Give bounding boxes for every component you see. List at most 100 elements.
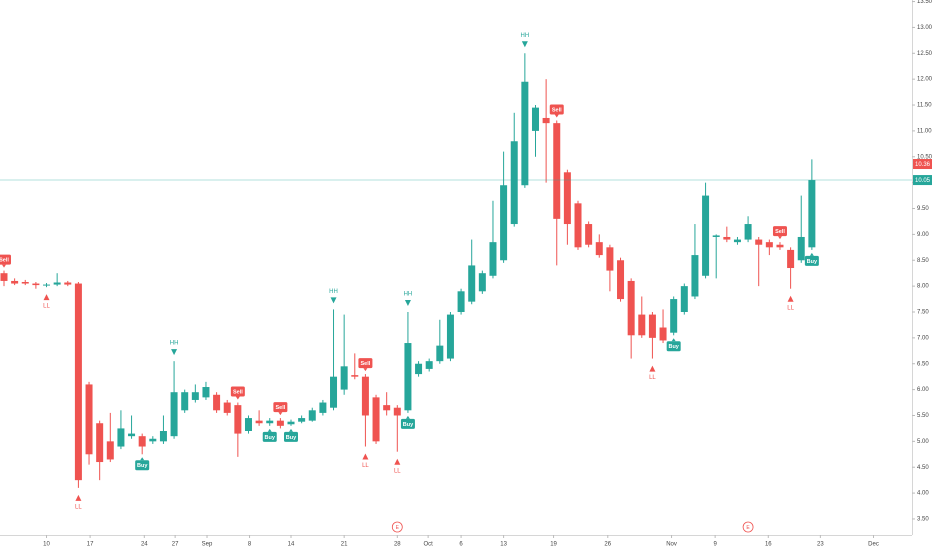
signal-pointer — [278, 412, 283, 416]
candle-body — [617, 260, 625, 300]
signal-pointer — [363, 368, 368, 372]
y-tick-label: 5.00 — [917, 439, 929, 445]
price-label: 10.36 — [915, 162, 931, 168]
signal-pointer — [140, 457, 145, 461]
candle-body — [244, 418, 252, 432]
candle-body — [691, 255, 699, 297]
x-tick-label: 13 — [500, 542, 507, 548]
candle-body — [415, 363, 423, 375]
candle-body — [74, 283, 82, 481]
x-tick-label: 17 — [87, 542, 94, 548]
signal-triangle — [362, 453, 369, 460]
x-tick-label: 16 — [765, 542, 772, 548]
signal-pointer — [777, 236, 782, 240]
signal-pointer — [267, 428, 272, 432]
signal-pointer — [809, 252, 814, 256]
x-tick-label: 27 — [172, 542, 179, 548]
signal-label: Buy — [668, 344, 679, 350]
signal: LL — [75, 494, 82, 510]
candle-body — [787, 249, 795, 269]
x-tick-label: 23 — [817, 542, 824, 548]
signal: Buy — [135, 457, 150, 471]
candle-body — [340, 366, 348, 390]
price-label: 10.05 — [915, 178, 931, 184]
candle-body — [149, 438, 157, 442]
candle-body — [425, 361, 433, 369]
candle-body — [223, 402, 231, 413]
x-tick-label: 14 — [288, 542, 295, 548]
signal: Sell — [0, 254, 11, 268]
y-tick-label: 6.00 — [917, 387, 929, 393]
signal-label: Sell — [275, 405, 285, 411]
candle-body — [563, 172, 571, 225]
price-label-box — [913, 175, 932, 186]
x-tick-label: 24 — [141, 542, 148, 548]
candle-body — [712, 235, 720, 237]
signal: LL — [362, 453, 369, 469]
y-tick-label: 11.50 — [917, 103, 932, 109]
candle-body — [478, 273, 486, 292]
signal-label: Sell — [233, 389, 243, 395]
x-tick-label: Dec — [868, 542, 879, 548]
signal-label: LL — [362, 463, 369, 469]
signal-triangle — [330, 297, 337, 304]
signal-box — [262, 431, 277, 442]
signal: Buy — [400, 415, 415, 429]
candle-body — [266, 420, 274, 424]
signal-label: LL — [75, 504, 82, 510]
y-tick-label: 12.50 — [917, 51, 932, 57]
price-label-box — [913, 159, 932, 170]
y-tick-label: 11.00 — [917, 128, 932, 134]
candle-body — [372, 397, 380, 442]
candle-body — [755, 239, 763, 245]
signal-label: Buy — [265, 435, 276, 441]
signal-pointer — [405, 415, 410, 419]
y-tick-label: 13.50 — [917, 0, 932, 5]
signal-label: Sell — [552, 108, 562, 114]
signal-box — [0, 254, 11, 265]
candle-body — [128, 433, 136, 437]
y-tick-label: 12.00 — [917, 77, 932, 83]
candle-body — [53, 282, 61, 285]
signal-triangle — [171, 349, 178, 356]
signal-triangle — [787, 295, 794, 302]
signal-label: Sell — [775, 229, 785, 235]
candle-body — [234, 405, 242, 434]
candle-body — [744, 224, 752, 240]
signal-box — [358, 358, 373, 369]
candle-body — [11, 280, 19, 284]
x-tick-label: 28 — [394, 542, 401, 548]
signal-box — [549, 104, 564, 115]
signal-triangle — [521, 41, 528, 48]
event-label: E — [396, 525, 400, 531]
signal: Sell — [358, 358, 373, 372]
signal-box — [400, 418, 415, 429]
signal-label: HH — [170, 341, 179, 347]
signal-label: Buy — [403, 422, 414, 428]
signal-pointer — [289, 428, 294, 432]
candle-body — [521, 81, 529, 186]
candle-body — [468, 265, 476, 302]
candle-body — [680, 286, 688, 312]
signal-box — [135, 460, 150, 471]
x-tick-label: Nov — [666, 542, 677, 548]
signal-label: LL — [43, 304, 50, 310]
candle-body — [276, 420, 284, 426]
candle-body — [553, 123, 561, 219]
candle-body — [659, 327, 667, 341]
candle-body — [765, 242, 773, 248]
candle-body — [542, 117, 550, 124]
candle-body — [638, 314, 646, 336]
signal: Sell — [772, 226, 787, 240]
x-tick-label: 26 — [604, 542, 611, 548]
signal-label: LL — [394, 468, 401, 474]
signal: Buy — [262, 428, 277, 442]
y-tick-label: 10.50 — [917, 154, 932, 160]
candle-body — [255, 420, 263, 424]
candle-body — [393, 407, 401, 416]
signal: LL — [43, 294, 51, 310]
signal-label: LL — [787, 305, 794, 311]
candle-body — [308, 410, 316, 421]
signal: Sell — [230, 386, 245, 400]
signal-pointer — [671, 338, 676, 342]
